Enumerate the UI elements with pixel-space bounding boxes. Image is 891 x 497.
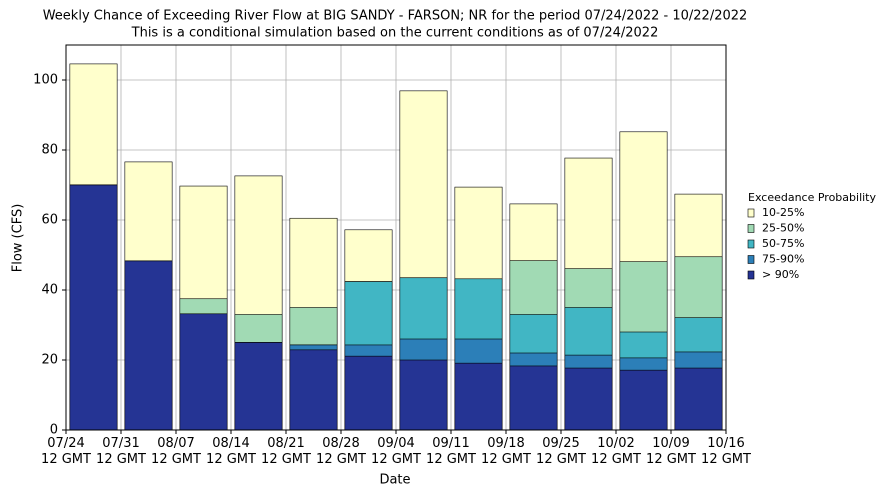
chart-subtitle: This is a conditional simulation based o…: [131, 26, 659, 41]
y-tick-label: 60: [41, 213, 58, 228]
bar: [399, 359, 448, 431]
bar: [234, 342, 283, 431]
legend-swatch: [747, 224, 755, 233]
legend-label: 25-50%: [762, 222, 804, 235]
bar: [509, 365, 558, 431]
plot-frame: [65, 44, 727, 431]
y-axis-label: Flow (CFS): [11, 204, 26, 273]
bar: [289, 349, 338, 431]
legend-label: > 90%: [762, 268, 799, 281]
bar: [344, 355, 393, 431]
x-tick-label: 10/16 12 GMT: [701, 436, 751, 467]
grid: [65, 45, 727, 431]
x-tick-label: 07/31 12 GMT: [96, 436, 146, 467]
chart-title: Weekly Chance of Exceeding River Flow at…: [43, 9, 748, 24]
legend-label: 75-90%: [762, 253, 804, 266]
x-tick-label: 10/09 12 GMT: [646, 436, 696, 467]
legend-label: 50-75%: [762, 237, 804, 250]
y-tick-label: 0: [50, 423, 58, 438]
x-tick-label: 08/28 12 GMT: [316, 436, 366, 467]
legend-label: 10-25%: [762, 206, 804, 219]
x-tick-label: 09/11 12 GMT: [426, 436, 476, 467]
bar: [619, 369, 668, 431]
x-tick-label: 08/07 12 GMT: [151, 436, 201, 467]
bar: [124, 260, 173, 431]
y-tick-label: 80: [41, 143, 58, 158]
x-tick-label: 09/18 12 GMT: [481, 436, 531, 467]
legend-swatch: [747, 270, 755, 280]
x-tick-label: 10/02 12 GMT: [591, 436, 641, 467]
legend-swatch: [747, 255, 755, 264]
legend-title: Exceedance Probability: [748, 191, 876, 204]
y-tick-label: 100: [33, 73, 58, 88]
x-axis-label: Date: [379, 473, 410, 488]
bar: [674, 367, 723, 431]
bars: [69, 63, 723, 431]
bar: [179, 313, 228, 431]
bar: [69, 184, 118, 431]
legend-swatch: [747, 239, 755, 249]
x-tick-label: 07/24 12 GMT: [41, 436, 91, 467]
x-tick-label: 09/25 12 GMT: [536, 436, 586, 467]
x-tick-label: 09/04 12 GMT: [371, 436, 421, 467]
y-tick-label: 20: [41, 353, 58, 368]
y-tick-label: 40: [41, 283, 58, 298]
x-tick-label: 08/14 12 GMT: [206, 436, 256, 467]
bar: [564, 367, 613, 431]
x-tick-label: 08/21 12 GMT: [261, 436, 311, 467]
bar: [454, 362, 503, 431]
legend-swatch: [747, 208, 755, 218]
